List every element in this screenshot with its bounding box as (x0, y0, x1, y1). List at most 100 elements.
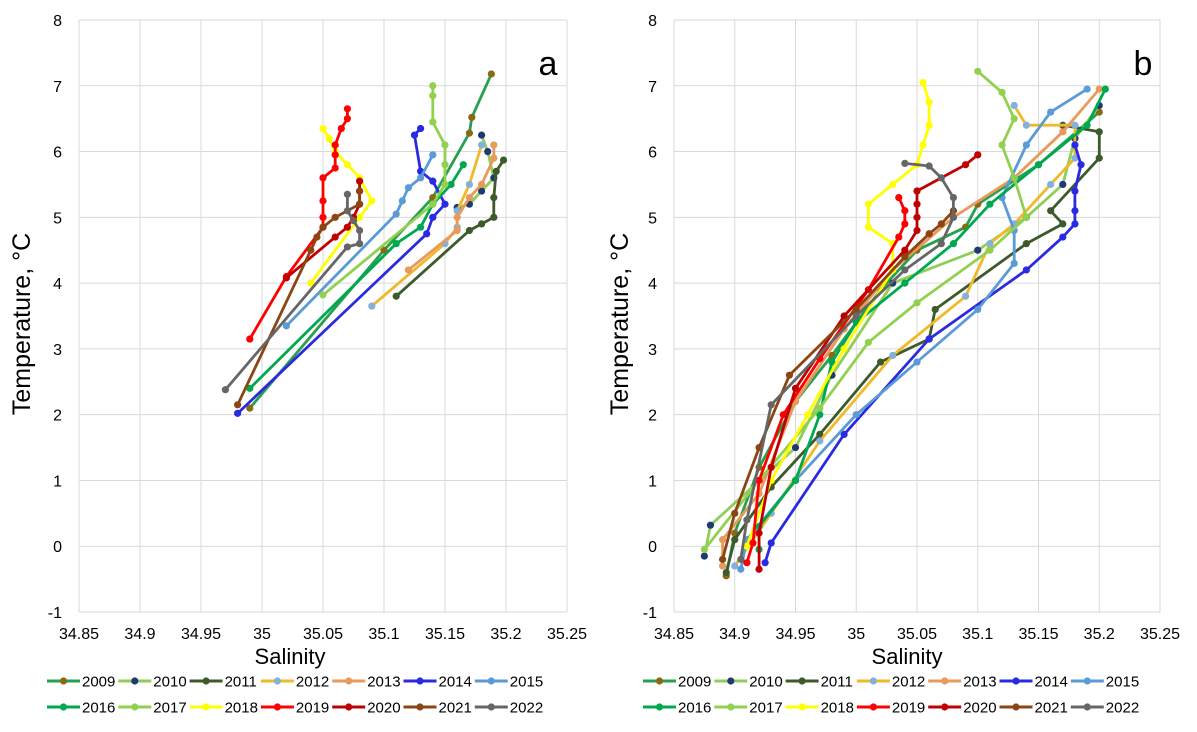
data-point (404, 266, 412, 274)
data-point (465, 180, 473, 189)
y-axis-title: Temperature, °C (8, 233, 36, 415)
data-point (895, 233, 903, 241)
data-point (234, 409, 242, 417)
data-point (465, 226, 473, 235)
data-point (706, 521, 715, 529)
x-tick-label: 34.9 (719, 626, 750, 643)
series-2015 (737, 85, 1091, 573)
chart-panel-a: 34.85 34.9 34.95 35 35.05 35.1 35.15 35.2 35.25-… (8, 13, 587, 717)
data-point (852, 312, 860, 320)
legend-label: 2022 (1106, 700, 1139, 717)
data-point (731, 509, 739, 517)
data-point (1071, 141, 1079, 149)
legend-label: 2013 (963, 674, 996, 691)
x-tick-label: 35.05 (897, 626, 937, 643)
series-line (757, 87, 1107, 551)
data-point (913, 200, 921, 208)
data-point (417, 124, 425, 133)
data-point (1022, 266, 1030, 274)
data-point (791, 443, 800, 452)
data-point (429, 151, 437, 159)
data-point (1010, 174, 1018, 182)
legend-item-2013: 2013 (928, 674, 997, 691)
data-point (313, 233, 321, 241)
legend-swatch-marker (655, 703, 664, 711)
data-point (719, 536, 727, 544)
legend-label: 2018 (225, 700, 258, 717)
data-point (453, 226, 461, 235)
series-2017 (319, 82, 449, 299)
data-point (852, 411, 860, 419)
data-point (840, 345, 848, 353)
legend-item-2010: 2010 (118, 674, 187, 691)
legend-item-2015: 2015 (1070, 674, 1139, 691)
data-point (356, 200, 364, 208)
data-point (492, 167, 500, 175)
data-point (889, 351, 897, 360)
data-point (307, 279, 315, 287)
x-tick-label: 35.15 (425, 626, 465, 643)
legend-label: 2016 (82, 700, 115, 717)
data-point (840, 430, 848, 438)
series-line (321, 84, 447, 297)
data-point (1071, 187, 1079, 195)
data-point (913, 299, 921, 307)
y-tick-label: 2 (648, 408, 657, 425)
data-point (343, 223, 351, 231)
data-point (429, 213, 437, 221)
data-point (368, 197, 376, 205)
data-point (246, 384, 254, 392)
series-2022 (737, 159, 958, 563)
legend-label: 2012 (892, 674, 925, 691)
legend-item-2021: 2021 (999, 700, 1068, 717)
legend-item-2015: 2015 (474, 674, 543, 691)
data-point (737, 565, 745, 573)
data-point (447, 180, 455, 189)
data-point (246, 404, 254, 412)
data-point (429, 200, 437, 208)
data-point (319, 291, 327, 299)
legend-swatch-marker (59, 703, 68, 711)
legend-item-2016: 2016 (643, 700, 711, 717)
legend-label: 2014 (439, 674, 472, 691)
data-point (974, 305, 982, 314)
y-tick-label: 7 (53, 79, 62, 96)
legend-label: 2020 (963, 700, 996, 717)
y-tick-label: 5 (53, 210, 62, 227)
data-point (974, 246, 982, 254)
data-point (356, 177, 364, 185)
legend-label: 2011 (225, 674, 257, 691)
series-2011 (722, 121, 1103, 577)
legend-label: 2015 (510, 674, 543, 691)
data-point (731, 562, 739, 570)
legend-label: 2009 (82, 674, 115, 691)
data-point (962, 161, 970, 169)
legend-item-2010: 2010 (714, 674, 783, 691)
data-point (1095, 154, 1103, 162)
data-point (816, 404, 824, 412)
legend-swatch-marker (941, 677, 949, 685)
data-point (1010, 115, 1018, 123)
legend-swatch-marker (1083, 677, 1091, 685)
data-point (459, 161, 467, 169)
data-point (743, 559, 751, 567)
legend-label: 2010 (749, 674, 782, 691)
y-tick-label: 5 (648, 210, 657, 227)
data-point (864, 338, 873, 346)
x-tick-label: 34.85 (654, 626, 694, 643)
data-point (368, 302, 376, 310)
data-point (901, 159, 909, 167)
data-point (319, 213, 327, 221)
legend-label: 2016 (678, 700, 711, 717)
data-point (331, 151, 339, 159)
legend-label: 2019 (296, 700, 329, 717)
legend-swatch-marker (416, 703, 424, 711)
data-point (804, 411, 812, 419)
series-2021 (719, 207, 958, 563)
data-point (719, 555, 727, 563)
data-point (1071, 220, 1079, 228)
legend-swatch-marker (345, 703, 353, 711)
data-point (931, 305, 939, 314)
series-2016 (755, 85, 1109, 554)
